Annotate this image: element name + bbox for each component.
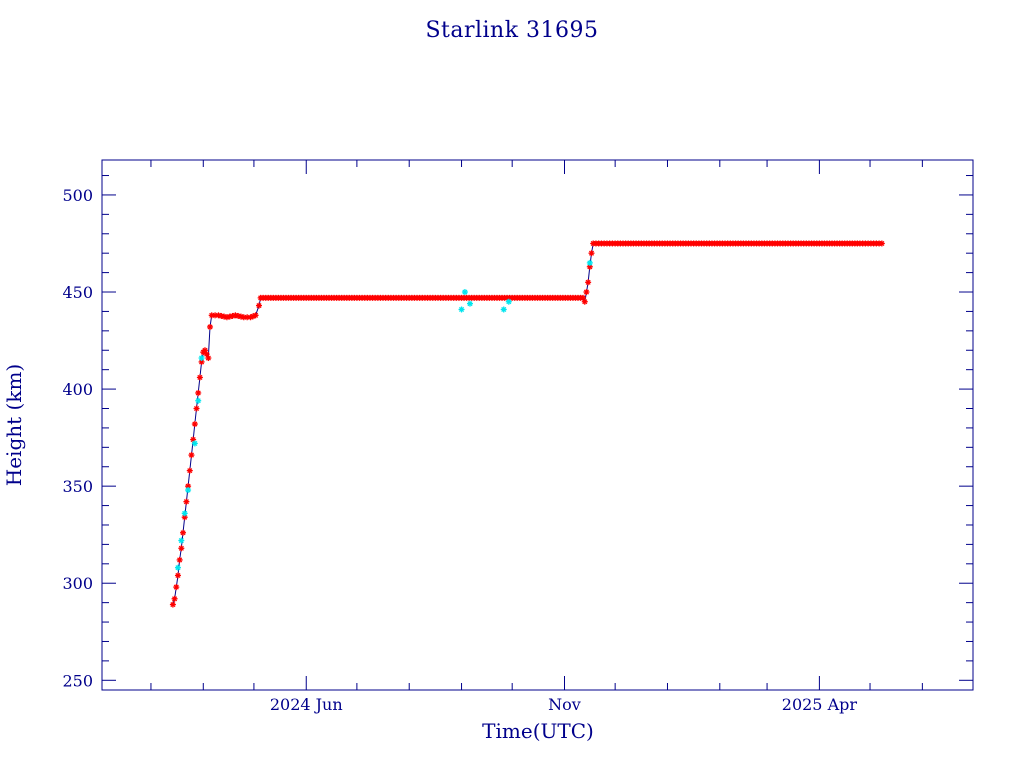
y-tick-label: 500: [62, 186, 93, 205]
main-data-point: [583, 289, 590, 296]
y-tick-label: 300: [62, 574, 93, 593]
y-tick-label: 450: [62, 283, 93, 302]
y-axis-label: Height (km): [2, 364, 26, 486]
main-data-point: [188, 452, 195, 459]
main-data-point: [198, 358, 205, 365]
secondary-data-point: [174, 564, 181, 571]
main-data-point: [205, 355, 212, 362]
main-data-point: [207, 323, 214, 330]
plot-frame: [101, 159, 974, 691]
secondary-data-point: [185, 487, 192, 494]
main-data-point: [171, 595, 178, 602]
main-data-point: [585, 279, 592, 286]
secondary-data-point: [181, 510, 188, 517]
secondary-data-point: [461, 289, 468, 296]
main-data-point: [174, 572, 181, 579]
secondary-data-point: [586, 259, 593, 266]
main-data-point: [191, 421, 198, 428]
main-data-point: [195, 389, 202, 396]
y-tick-label: 250: [62, 671, 93, 690]
x-axis: 2024 Jun Nov 2025 Apr: [150, 160, 923, 714]
main-data-point: [173, 584, 180, 591]
secondary-data-point: [500, 306, 507, 313]
secondary-data-point: [178, 537, 185, 544]
x-tick-label: 2024 Jun: [270, 695, 343, 714]
secondary-data-point: [458, 306, 465, 313]
x-tick-label: 2025 Apr: [782, 695, 858, 714]
x-tick-label: Nov: [548, 695, 581, 714]
main-data-point: [255, 302, 262, 309]
y-tick-label: 350: [62, 477, 93, 496]
secondary-data-point: [505, 298, 512, 305]
chart-title: Starlink 31695: [425, 18, 598, 43]
main-data-point: [178, 545, 185, 552]
main-data-point: [588, 250, 595, 257]
secondary-data-point: [198, 355, 205, 362]
secondary-data-point: [195, 397, 202, 404]
main-data-point: [581, 298, 588, 305]
main-data-point: [176, 556, 183, 563]
x-axis-label: Time(UTC): [482, 719, 594, 743]
secondary-data-point: [466, 300, 473, 307]
y-tick-label: 400: [62, 380, 93, 399]
secondary-data-point: [191, 440, 198, 447]
main-data-point: [183, 498, 190, 505]
main-data-point: [878, 240, 885, 247]
main-data-point: [180, 529, 187, 536]
y-axis: 250 300 350 400 450 500: [62, 175, 973, 690]
data-series: [169, 240, 885, 608]
main-data-point: [196, 374, 203, 381]
main-data-point: [252, 312, 259, 319]
main-data-point: [193, 405, 200, 412]
main-data-point: [169, 601, 176, 608]
main-data-point: [186, 467, 193, 474]
